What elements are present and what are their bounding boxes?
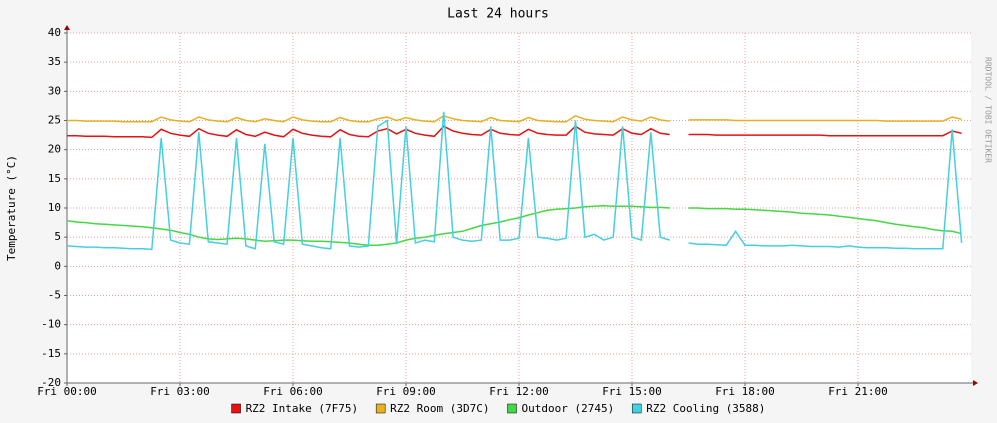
legend-swatch — [375, 403, 386, 414]
series-line — [67, 114, 962, 123]
axis-arrow — [973, 380, 978, 386]
series-line — [66, 111, 963, 251]
series-line — [67, 125, 962, 139]
y-tick-label: -15 — [41, 347, 61, 360]
y-tick-label: 5 — [54, 230, 61, 243]
legend-label: RZ2 Cooling (3588) — [646, 402, 765, 415]
y-tick-label: 10 — [48, 201, 61, 214]
y-axis-label: Temperature (°C) — [5, 155, 18, 261]
y-tick-label: 20 — [48, 143, 61, 156]
legend-label: RZ2 Room (3D7C) — [390, 402, 489, 415]
chart-title: Last 24 hours — [447, 7, 549, 22]
y-tick-label: 25 — [48, 114, 61, 127]
y-tick-label: 0 — [54, 259, 61, 272]
legend-label: RZ2 Intake (7F75) — [246, 402, 359, 415]
watermark: RRDTOOL / TOBI OETIKER — [984, 57, 993, 163]
y-tick-label: 30 — [48, 84, 61, 97]
x-tick-label: Fri 21:00 — [828, 385, 888, 398]
legend-swatch — [631, 403, 642, 414]
y-tick-label: -10 — [41, 318, 61, 331]
legend-label: Outdoor (2745) — [522, 402, 615, 415]
x-tick-label: Fri 12:00 — [489, 385, 549, 398]
x-tick-label: Fri 00:00 — [37, 385, 97, 398]
y-tick-label: 40 — [48, 26, 61, 39]
y-tick-label: 35 — [48, 55, 61, 68]
legend-swatch — [231, 403, 241, 414]
legend-swatch — [507, 403, 517, 414]
y-tick-label: 15 — [48, 172, 61, 185]
x-tick-label: Fri 15:00 — [602, 385, 662, 398]
x-tick-label: Fri 09:00 — [376, 385, 436, 398]
y-tick-label: -20 — [41, 376, 61, 389]
x-tick-label: Fri 18:00 — [715, 385, 775, 398]
axis-arrow — [64, 25, 70, 30]
x-tick-label: Fri 03:00 — [150, 385, 210, 398]
x-tick-label: Fri 06:00 — [263, 385, 323, 398]
y-tick-label: -5 — [48, 289, 61, 302]
